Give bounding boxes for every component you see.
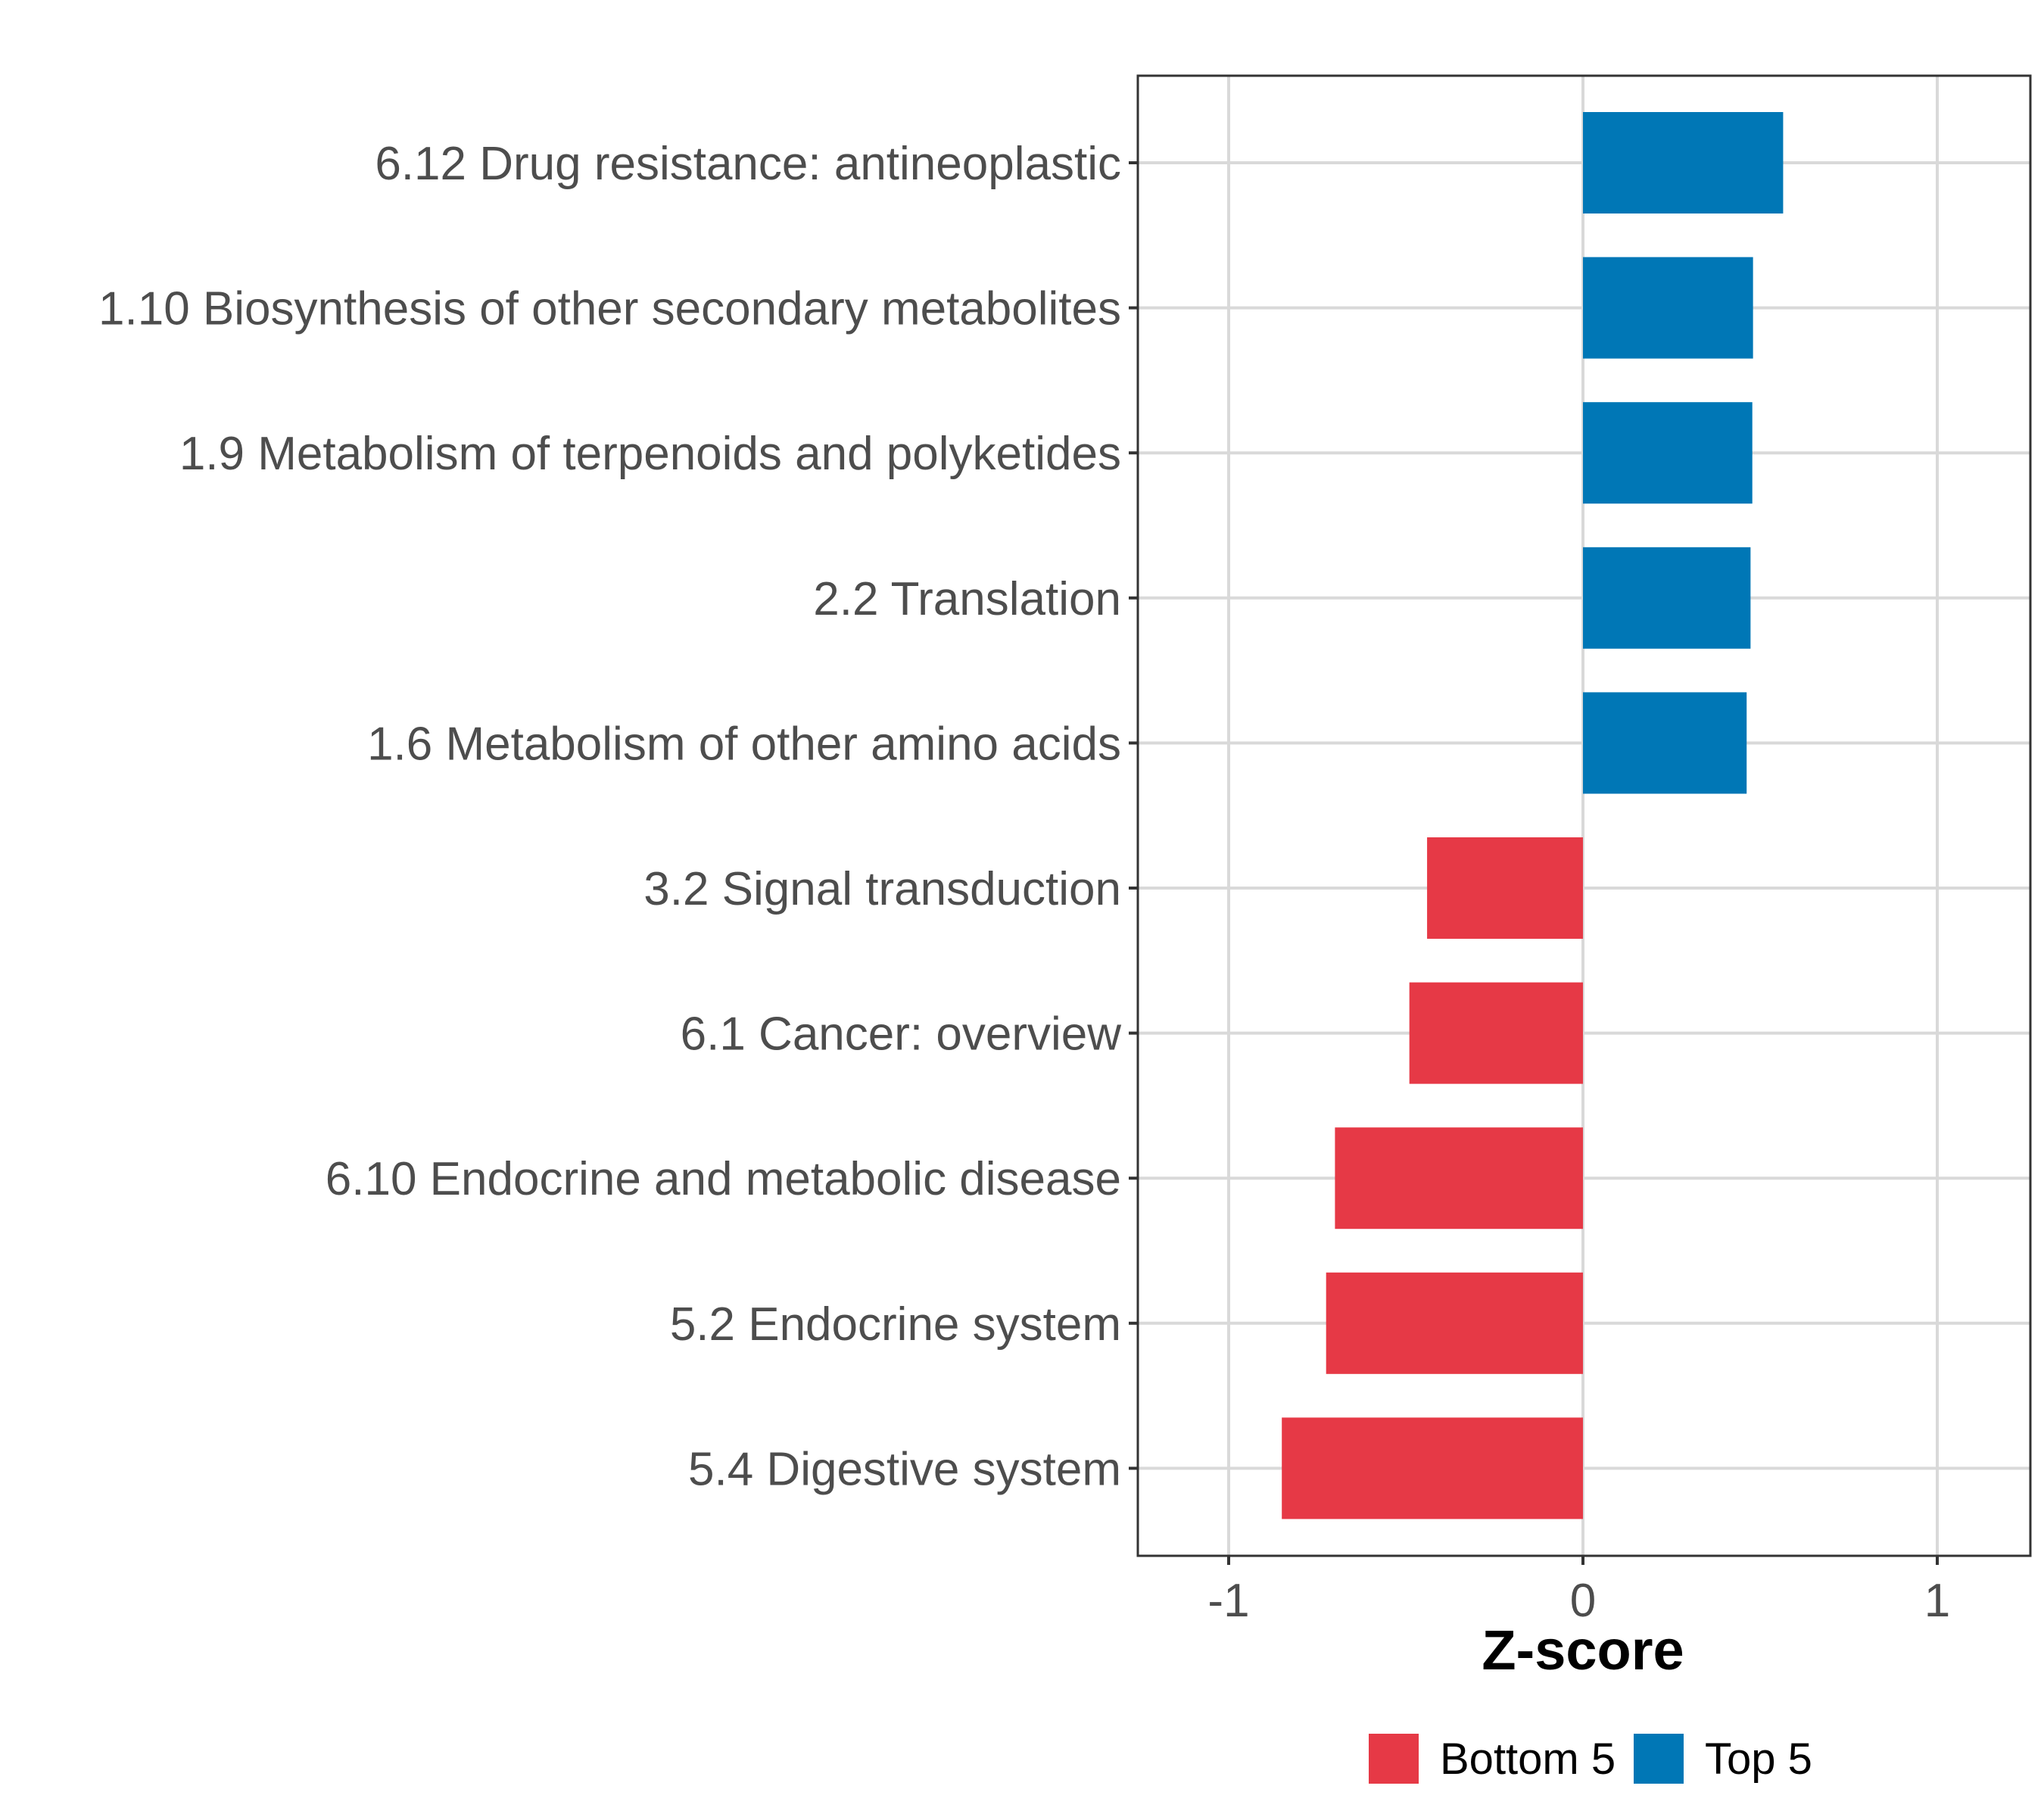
bar-2-2-translation xyxy=(1583,547,1751,649)
x-tick-label: -1 xyxy=(1207,1575,1249,1627)
legend: Bottom 5 Top 5 xyxy=(1369,1734,1812,1784)
x-tick-label: 1 xyxy=(1924,1575,1950,1627)
x-axis: -1 0 1 xyxy=(1207,1556,1950,1627)
category-label: 3.2 Signal transduction xyxy=(643,863,1121,915)
category-label: 1.9 Metabolism of terpenoids and polyket… xyxy=(179,428,1121,480)
x-tick-label: 0 xyxy=(1570,1575,1596,1627)
bar-3-2-signal-transduction xyxy=(1427,837,1583,939)
legend-label-top-5: Top 5 xyxy=(1705,1734,1812,1784)
category-label: 1.10 Biosynthesis of other secondary met… xyxy=(98,283,1121,335)
bar-6-1-cancer-overview xyxy=(1409,982,1583,1084)
legend-swatch-top-5 xyxy=(1634,1734,1684,1784)
bar-1-10-biosynthesis-of-other-secondary-metabolites xyxy=(1583,257,1753,359)
bar-1-9-metabolism-of-terpenoids-and-polyketides xyxy=(1583,402,1753,504)
category-label: 5.2 Endocrine system xyxy=(670,1298,1121,1351)
category-label: 2.2 Translation xyxy=(813,573,1121,625)
y-axis: 6.12 Drug resistance: antineoplastic 1.10… xyxy=(98,138,1138,1495)
category-label: 1.6 Metabolism of other amino acids xyxy=(367,718,1121,770)
bar-1-6-metabolism-of-other-amino-acids xyxy=(1583,692,1747,794)
category-label: 6.12 Drug resistance: antineoplastic xyxy=(375,138,1121,190)
bar-6-10-endocrine-and-metabolic-disease xyxy=(1335,1127,1583,1230)
bar-5-4-digestive-system xyxy=(1282,1417,1583,1519)
x-axis-title: Z-score xyxy=(1482,1619,1684,1681)
bar-5-2-endocrine-system xyxy=(1326,1272,1583,1374)
bars xyxy=(1282,112,1784,1519)
category-label: 6.10 Endocrine and metabolic disease xyxy=(326,1153,1121,1205)
legend-swatch-bottom-5 xyxy=(1369,1734,1419,1784)
legend-label-bottom-5: Bottom 5 xyxy=(1440,1734,1616,1784)
bar-6-12-drug-resistance-antineoplastic xyxy=(1583,112,1784,213)
category-label: 5.4 Digestive system xyxy=(688,1443,1121,1495)
category-label: 6.1 Cancer: overview xyxy=(681,1008,1122,1061)
